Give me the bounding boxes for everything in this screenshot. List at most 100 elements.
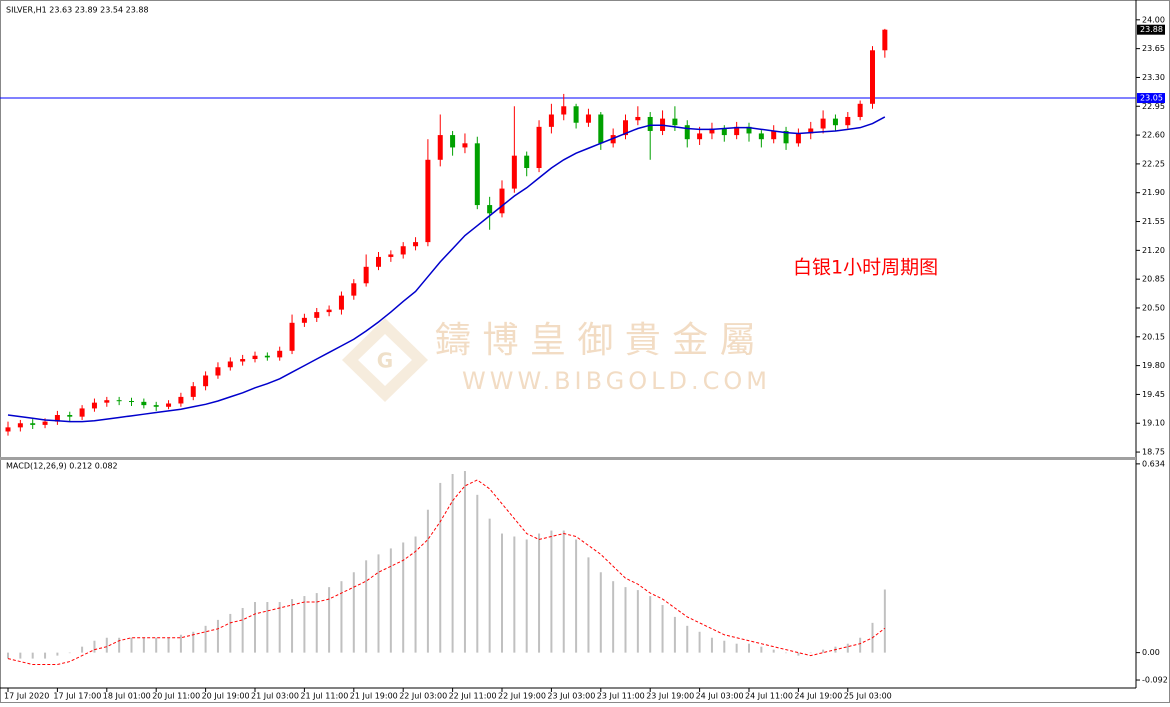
y-tick-label: 20.85 <box>1142 275 1165 284</box>
macd-bar <box>118 637 121 653</box>
candle-body <box>129 401 134 403</box>
macd-bar <box>56 652 59 656</box>
macd-bar <box>488 518 491 653</box>
candle-body <box>573 106 579 123</box>
macd-bar <box>426 509 429 653</box>
x-tick-label: 24 Jul 19:00 <box>794 692 842 701</box>
candle-body <box>561 106 567 115</box>
watermark-url: WWW.BIBGOLD.COM <box>462 367 771 395</box>
candle-body <box>857 103 863 117</box>
y-tick-label: 19.45 <box>1142 390 1165 399</box>
candle-body <box>598 114 604 144</box>
y-tick-label: 0.634 <box>1142 459 1165 468</box>
macd-bar <box>266 602 269 653</box>
macd-bar <box>859 637 862 653</box>
macd-bar <box>846 643 849 653</box>
macd-bar <box>241 607 244 653</box>
candle-body <box>820 118 826 129</box>
macd-bar <box>352 572 355 653</box>
last-price-box <box>1137 24 1165 35</box>
candle-body <box>524 155 530 169</box>
macd-bar <box>513 536 516 653</box>
macd-title: MACD(12,26,9) 0.212 0.082 <box>6 462 118 471</box>
macd-bar <box>661 604 664 653</box>
candle-body <box>227 361 233 368</box>
candle-body <box>116 400 122 402</box>
macd-bar <box>587 557 590 653</box>
candle-body <box>30 423 36 425</box>
svg-text:G: G <box>377 349 393 373</box>
candle-body <box>808 128 814 134</box>
y-tick-label: 21.55 <box>1142 217 1165 226</box>
x-tick-label: 21 Jul 19:00 <box>350 692 398 701</box>
macd-bar <box>463 471 466 653</box>
candle-body <box>413 242 419 247</box>
signal-line <box>7 479 886 666</box>
candle-body <box>647 116 653 131</box>
macd-bar <box>822 649 825 653</box>
hline-label-box <box>1137 93 1165 104</box>
macd-bar <box>167 637 170 653</box>
y-tick-label: 20.50 <box>1142 303 1165 312</box>
candle-body <box>388 254 394 257</box>
candle-body <box>610 135 616 144</box>
macd-bar <box>772 649 775 653</box>
y-tick-label: 21.20 <box>1142 246 1165 255</box>
macd-bar <box>130 637 133 653</box>
y-tick-label: 23.65 <box>1142 44 1165 53</box>
macd-bar <box>44 652 47 659</box>
candle-body <box>289 322 295 351</box>
candle-body <box>585 114 591 123</box>
macd-bar <box>599 572 602 653</box>
candle-body <box>240 359 246 362</box>
y-tick-label: 23.30 <box>1142 73 1165 82</box>
macd-bar <box>254 602 256 653</box>
macd-bar <box>192 631 195 653</box>
x-tick-label: 21 Jul 11:00 <box>300 692 348 701</box>
macd-bar <box>612 581 615 653</box>
candle-body <box>5 427 11 432</box>
candle-body <box>301 317 307 323</box>
macd-bar <box>735 643 738 653</box>
candle-body <box>462 143 468 148</box>
macd-bar <box>797 652 800 656</box>
candle-body <box>190 386 196 397</box>
y-tick-label: 18.75 <box>1142 448 1165 457</box>
macd-bar <box>636 590 639 653</box>
macd-bar <box>538 533 541 653</box>
y-tick-label: -0.092 <box>1142 676 1168 685</box>
candle-body <box>338 295 344 310</box>
x-tick-label: 22 Jul 11:00 <box>449 692 497 701</box>
y-tick-label: 22.25 <box>1142 159 1165 168</box>
macd-bar <box>710 637 713 653</box>
candle-body <box>314 312 320 318</box>
candle-body <box>697 133 703 140</box>
chart-title: SILVER,H1 23.63 23.89 23.54 23.88 <box>6 6 149 15</box>
candle-body <box>79 408 85 417</box>
moving-average <box>7 116 886 423</box>
candle-body <box>17 423 23 428</box>
macd-bar <box>476 494 479 653</box>
candle-body <box>450 135 456 148</box>
y-tick-label: 19.10 <box>1142 419 1165 428</box>
macd-bar <box>340 581 343 653</box>
candle-body <box>672 118 678 126</box>
macd-bar <box>68 652 71 654</box>
macd-bar <box>883 589 886 653</box>
candle-body <box>425 159 431 243</box>
candle-body <box>771 130 777 140</box>
macd-bar <box>377 554 380 653</box>
candle-body <box>363 266 369 284</box>
macd-bar <box>809 652 812 654</box>
candle-body <box>832 118 838 126</box>
x-tick-label: 25 Jul 03:00 <box>844 692 892 701</box>
y-tick-label: 21.90 <box>1142 188 1165 197</box>
macd-bar <box>328 587 331 653</box>
macd-bar <box>291 599 294 653</box>
candle-body <box>499 188 505 214</box>
candle-body <box>734 126 740 136</box>
macd-bar <box>81 646 84 653</box>
candle-body <box>277 350 283 358</box>
macd-bar <box>105 637 108 653</box>
